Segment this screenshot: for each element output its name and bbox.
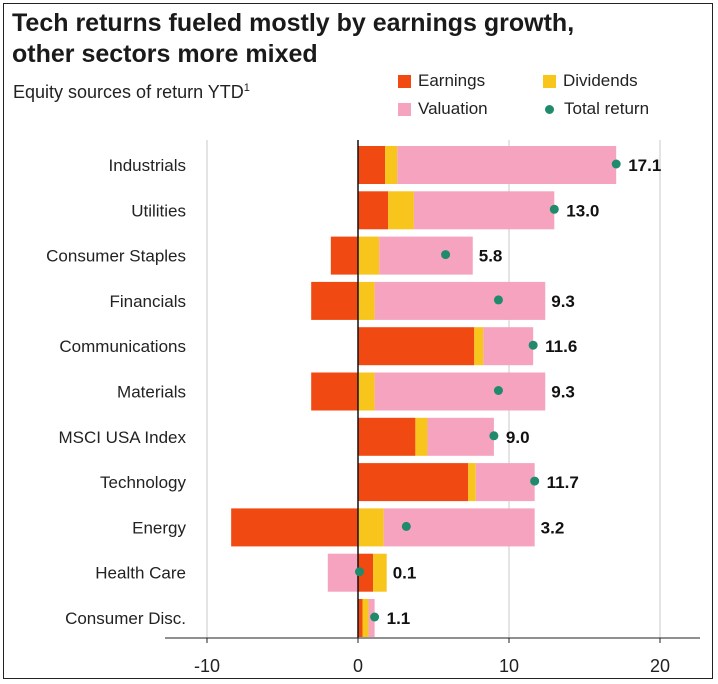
legend-swatch-earnings	[398, 74, 411, 88]
category-label-7: Technology	[100, 473, 187, 492]
total-return-point-3	[493, 295, 503, 305]
total-return-point-2	[441, 250, 451, 260]
category-label-10: Consumer Disc.	[65, 609, 186, 628]
bar-earnings-0	[358, 146, 386, 184]
total-return-point-9	[355, 567, 365, 577]
total-return-label-10: 1.1	[387, 609, 411, 628]
bar-valuation-5	[374, 372, 546, 411]
x-tick-label--10: -10	[194, 656, 220, 676]
total-return-point-1	[549, 204, 559, 214]
category-label-8: Energy	[132, 518, 186, 537]
legend-dot-total-return	[545, 104, 554, 114]
bar-valuation-3	[374, 281, 546, 320]
bar-dividends-6	[415, 417, 428, 456]
bar-dividends-3	[358, 281, 375, 320]
title-line-2: other sectors more mixed	[12, 40, 318, 68]
chart-subtitle: Equity sources of return YTD1	[13, 82, 250, 103]
bar-dividends-7	[468, 463, 476, 502]
bar-dividends-1	[388, 191, 414, 230]
total-return-point-8	[401, 521, 411, 531]
category-label-9: Health Care	[95, 564, 186, 583]
bar-valuation-4	[483, 327, 534, 366]
bar-dividends-4	[474, 327, 484, 366]
bar-dividends-0	[385, 146, 398, 184]
chart-title: Tech returns fueled mostly by earnings g…	[12, 8, 712, 70]
legend-dividends: Dividends	[543, 71, 638, 91]
bar-dividends-8	[358, 508, 384, 547]
subtitle-text: Equity sources of return YTD	[13, 82, 244, 102]
bar-valuation-9	[327, 553, 358, 592]
bar-earnings-3	[311, 281, 358, 320]
x-tick-label-20: 20	[650, 656, 670, 676]
total-return-label-1: 13.0	[566, 201, 599, 220]
total-return-label-3: 9.3	[551, 292, 575, 311]
legend-valuation: Valuation	[398, 99, 488, 119]
category-label-0: Industrials	[109, 156, 186, 175]
total-return-point-0	[611, 159, 621, 169]
bar-earnings-9	[358, 553, 374, 592]
bar-earnings-6	[358, 417, 416, 456]
total-return-label-8: 3.2	[541, 518, 565, 537]
bar-dividends-2	[358, 236, 380, 275]
x-tick-label-10: 10	[499, 656, 519, 676]
total-return-point-10	[370, 612, 380, 622]
category-label-6: MSCI USA Index	[58, 428, 186, 447]
bar-valuation-7	[475, 463, 535, 502]
total-return-label-5: 9.3	[551, 383, 575, 402]
category-label-1: Utilities	[131, 201, 186, 220]
bar-dividends-10	[362, 599, 369, 637]
legend-label-valuation: Valuation	[418, 99, 488, 118]
total-return-label-2: 5.8	[479, 247, 503, 266]
category-label-2: Consumer Staples	[46, 247, 186, 266]
bar-valuation-6	[427, 417, 494, 456]
bar-earnings-7	[358, 463, 469, 502]
total-return-label-4: 11.6	[545, 337, 577, 356]
bar-earnings-4	[358, 327, 475, 366]
total-return-label-0: 17.1	[628, 156, 661, 175]
total-return-point-7	[530, 476, 540, 486]
bar-earnings-1	[358, 191, 389, 230]
legend-swatch-valuation	[398, 102, 411, 116]
legend-label-dividends: Dividends	[563, 71, 638, 90]
title-line-1: Tech returns fueled mostly by earnings g…	[12, 9, 575, 37]
bar-dividends-9	[373, 553, 387, 592]
bar-dividends-5	[358, 372, 375, 411]
legend-swatch-dividends	[543, 74, 556, 88]
x-tick-label-0: 0	[353, 656, 363, 676]
total-return-point-4	[528, 340, 538, 350]
legend-earnings: Earnings	[398, 71, 485, 91]
bar-valuation-0	[397, 146, 617, 184]
category-label-4: Communications	[59, 337, 186, 356]
legend-total-return: Total return	[543, 99, 649, 119]
bar-earnings-8	[231, 508, 358, 547]
subtitle-footnote: 1	[243, 82, 250, 94]
total-return-point-6	[489, 431, 499, 441]
category-label-3: Financials	[109, 292, 186, 311]
total-return-label-6: 9.0	[506, 428, 530, 447]
legend-label-earnings: Earnings	[418, 71, 486, 90]
total-return-label-9: 0.1	[393, 564, 417, 583]
bar-earnings-5	[311, 372, 358, 411]
legend-label-total-return: Total return	[564, 99, 650, 118]
total-return-point-5	[493, 386, 503, 395]
total-return-label-7: 11.7	[547, 473, 579, 492]
bar-valuation-1	[413, 191, 555, 230]
category-label-5: Materials	[117, 383, 186, 402]
bar-earnings-10	[358, 599, 363, 637]
bar-valuation-2	[379, 236, 473, 275]
bar-earnings-2	[330, 236, 358, 275]
